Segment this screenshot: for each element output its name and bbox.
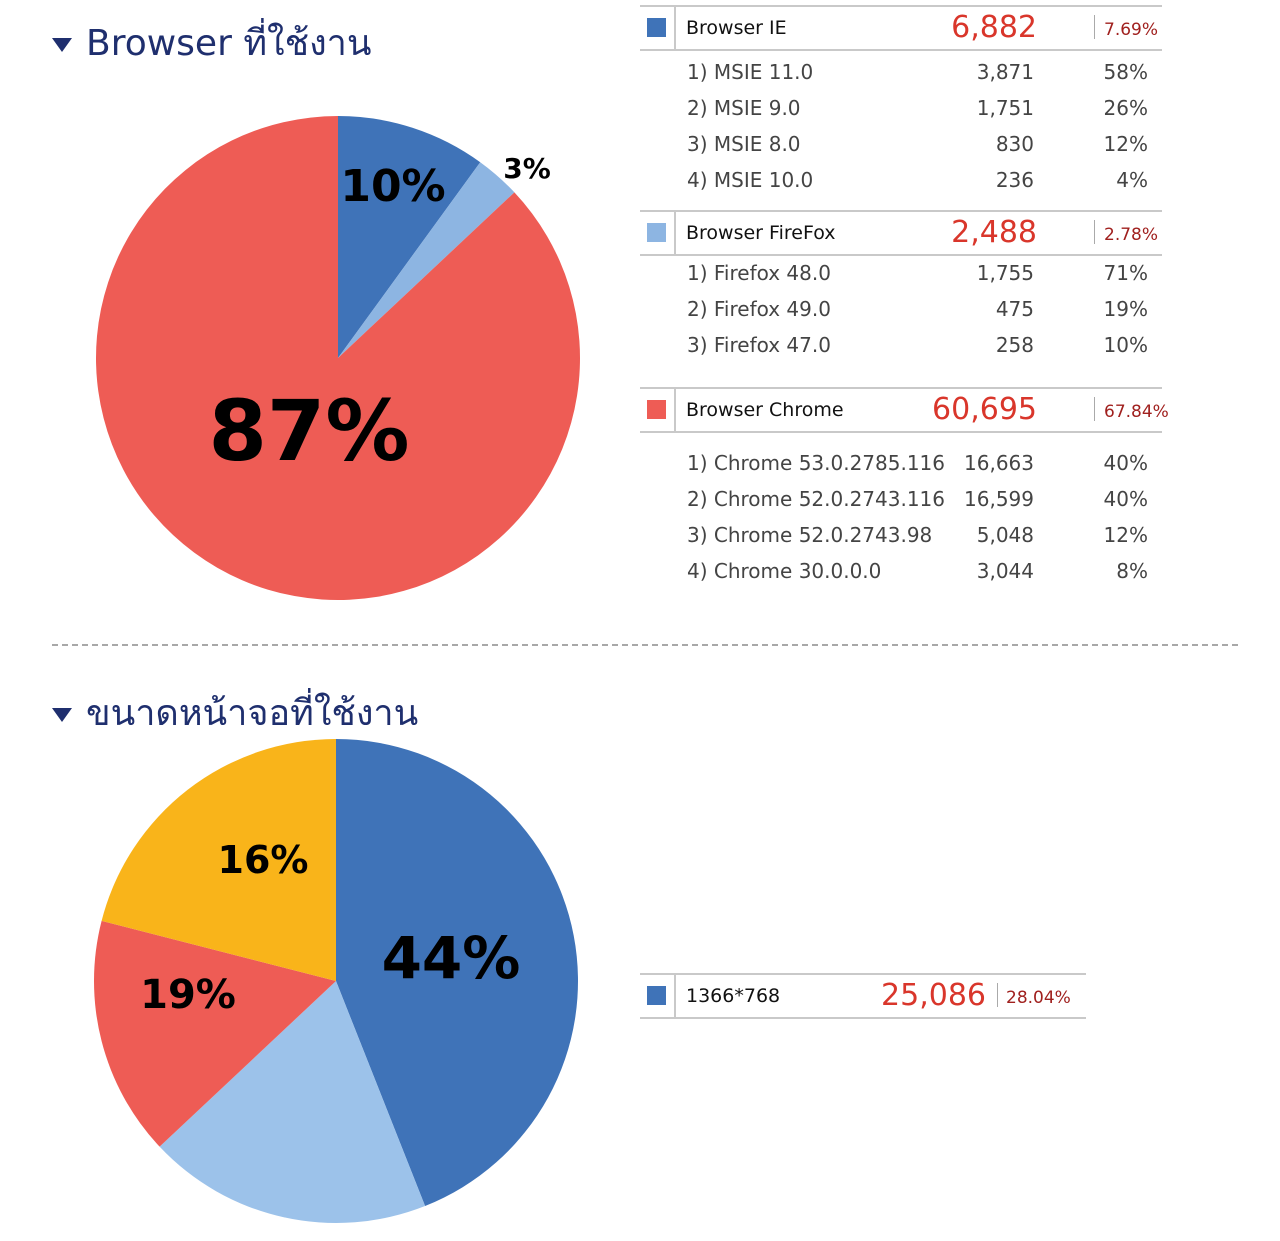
row-percent: 40%	[1103, 487, 1148, 511]
table-row: 2) Chrome 52.0.2743.116 16,599 40%	[640, 482, 1162, 518]
row-count: 830	[995, 132, 1034, 156]
screen-title-text: ขนาดหน้าจอที่ใช้งาน	[86, 693, 419, 734]
table-row: 3) MSIE 8.0 830 12%	[640, 127, 1162, 163]
group-name: Browser IE	[686, 17, 787, 39]
table-row: 2) MSIE 9.0 1,751 26%	[640, 91, 1162, 127]
pie-data-label: 3%	[503, 152, 551, 185]
table-row: 3) Chrome 52.0.2743.98 5,048 12%	[640, 518, 1162, 554]
legend-swatch-chrome	[647, 400, 666, 419]
row-count: 1,755	[976, 261, 1034, 285]
row-label: 3) MSIE 8.0	[687, 132, 801, 156]
group-total: 6,882	[951, 10, 1037, 45]
table-row: 1) MSIE 11.0 3,871 58%	[640, 55, 1162, 91]
pie-data-label: 87%	[208, 382, 409, 480]
pie-data-label: 44%	[382, 924, 521, 992]
row-count: 16,599	[964, 487, 1034, 511]
browser-pie-chart: 10% 3% 87%	[95, 116, 580, 600]
pie-data-label: 10%	[340, 161, 445, 212]
row-count: 475	[995, 297, 1034, 321]
group-name: Browser Chrome	[686, 399, 844, 421]
table-row: 3) Firefox 47.0 258 10%	[640, 328, 1162, 364]
group-header-chrome: Browser Chrome 60,695 67.84%	[640, 387, 1169, 433]
row-percent: 71%	[1103, 261, 1148, 285]
legend-swatch-1366x768	[647, 986, 666, 1005]
group-header-1366x768: 1366*768 25,086 28.04%	[640, 973, 1086, 1019]
row-percent: 19%	[1103, 297, 1148, 321]
group-percent: 7.69%	[1104, 20, 1159, 40]
row-count: 16,663	[964, 451, 1034, 475]
group-name: Browser FireFox	[686, 222, 836, 244]
row-count: 3,871	[976, 60, 1034, 84]
table-row: 4) Chrome 30.0.0.0 3,044 8%	[640, 554, 1162, 590]
browser-title-text: Browser ที่ใช้งาน	[86, 23, 372, 64]
group-total: 25,086	[881, 978, 986, 1013]
row-label: 4) MSIE 10.0	[687, 168, 814, 192]
row-label: 2) Chrome 52.0.2743.116	[687, 487, 946, 511]
pie-slice	[101, 739, 336, 981]
pie-data-label: 19%	[140, 972, 236, 1018]
triangle-down-icon	[52, 37, 72, 52]
table-row: 1) Chrome 53.0.2785.116 16,663 40%	[640, 446, 1162, 482]
table-row: 4) MSIE 10.0 236 4%	[640, 163, 1162, 199]
row-label: 1) Chrome 53.0.2785.116	[687, 451, 946, 475]
pie-data-label: 16%	[218, 838, 309, 882]
row-count: 5,048	[976, 523, 1034, 547]
group-percent: 67.84%	[1104, 402, 1169, 422]
row-label: 3) Firefox 47.0	[687, 333, 831, 357]
row-label: 1) MSIE 11.0	[687, 60, 814, 84]
row-count: 1,751	[976, 96, 1034, 120]
row-percent: 12%	[1103, 523, 1148, 547]
row-percent: 58%	[1103, 60, 1148, 84]
row-percent: 8%	[1116, 559, 1148, 583]
row-label: 2) MSIE 9.0	[687, 96, 801, 120]
row-label: 2) Firefox 49.0	[687, 297, 831, 321]
row-count: 236	[995, 168, 1034, 192]
triangle-down-icon	[52, 707, 72, 722]
group-header-ie: Browser IE 6,882 7.69%	[640, 5, 1162, 51]
legend-swatch-ie	[647, 18, 666, 37]
row-percent: 10%	[1103, 333, 1148, 357]
row-count: 258	[995, 333, 1034, 357]
group-percent: 2.78%	[1104, 225, 1159, 245]
table-row: 2) Firefox 49.0 475 19%	[640, 292, 1162, 328]
browser-section-title: Browser ที่ใช้งาน	[52, 14, 371, 71]
screen-section-title: ขนาดหน้าจอที่ใช้งาน	[52, 684, 418, 741]
group-name: 1366*768	[686, 985, 781, 1007]
pie-slice	[95, 116, 580, 600]
row-percent: 40%	[1103, 451, 1148, 475]
row-percent: 26%	[1103, 96, 1148, 120]
pie-slice	[338, 116, 481, 358]
row-label: 3) Chrome 52.0.2743.98	[687, 523, 933, 547]
legend-swatch-firefox	[647, 223, 666, 242]
table-row: 1) Firefox 48.0 1,755 71%	[640, 256, 1162, 292]
section-divider	[52, 644, 1238, 646]
row-percent: 12%	[1103, 132, 1148, 156]
row-label: 1) Firefox 48.0	[687, 261, 831, 285]
row-percent: 4%	[1116, 168, 1148, 192]
group-header-firefox: Browser FireFox 2,488 2.78%	[640, 210, 1162, 256]
screen-pie-chart: 44% 19% 16%	[94, 739, 578, 1223]
row-count: 3,044	[976, 559, 1034, 583]
group-total: 2,488	[951, 215, 1037, 250]
group-total: 60,695	[932, 392, 1037, 427]
group-percent: 28.04%	[1006, 988, 1071, 1008]
pie-slice	[338, 162, 515, 358]
row-label: 4) Chrome 30.0.0.0	[687, 559, 882, 583]
